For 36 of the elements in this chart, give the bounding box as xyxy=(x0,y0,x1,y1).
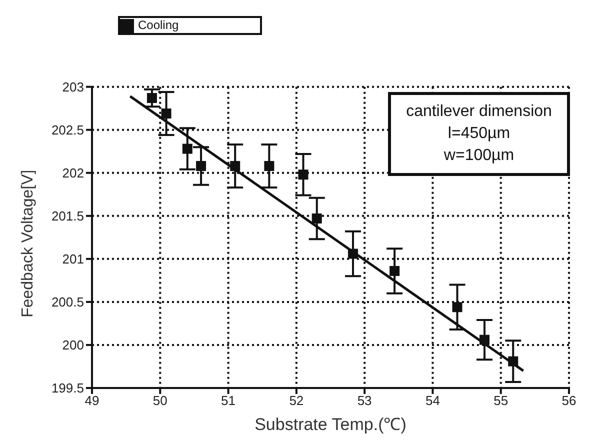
point xyxy=(161,108,172,119)
point xyxy=(196,160,206,171)
x-tick-label: 51 xyxy=(221,393,236,408)
annotation: cantilever dimension xyxy=(405,102,553,122)
point xyxy=(348,248,358,259)
x-axis-title: Substrate Temp.(℃) xyxy=(254,415,406,434)
legend-label: Cooling xyxy=(138,18,179,32)
point xyxy=(480,334,490,345)
x-tick-label: 49 xyxy=(84,393,100,408)
point xyxy=(146,93,157,104)
x-tick-label: 56 xyxy=(562,393,576,408)
point xyxy=(390,266,400,276)
y-tick-label: 203 xyxy=(62,79,84,94)
point xyxy=(508,356,518,366)
y-tick-label: 200.5 xyxy=(51,294,84,310)
point xyxy=(298,170,308,180)
point xyxy=(182,144,192,154)
text-box: cantilever dimension l=450µm w=100µm xyxy=(388,92,570,176)
y-tick-label: 199.5 xyxy=(51,380,84,396)
x-tick-label: 55 xyxy=(494,393,508,408)
point xyxy=(264,160,274,171)
x-tick-label: 50 xyxy=(152,393,168,408)
x-tick-label: 54 xyxy=(425,393,440,408)
x-tick-label: 53 xyxy=(357,393,372,408)
y-tick-label: 202 xyxy=(62,165,84,180)
y-tick-label: 200 xyxy=(62,338,84,353)
point xyxy=(452,302,462,312)
y-tick-label: 202.5 xyxy=(51,122,84,138)
annotation: w=100µm xyxy=(442,146,516,166)
x-tick-label: 52 xyxy=(289,393,304,408)
point xyxy=(230,160,240,171)
y-tick-label: 201.5 xyxy=(51,208,84,224)
point xyxy=(312,213,322,224)
annotation: l=450µm xyxy=(446,124,512,144)
y-tick-label: 201 xyxy=(62,252,84,267)
y-axis-title: Feedback Voltage[V] xyxy=(20,170,37,318)
